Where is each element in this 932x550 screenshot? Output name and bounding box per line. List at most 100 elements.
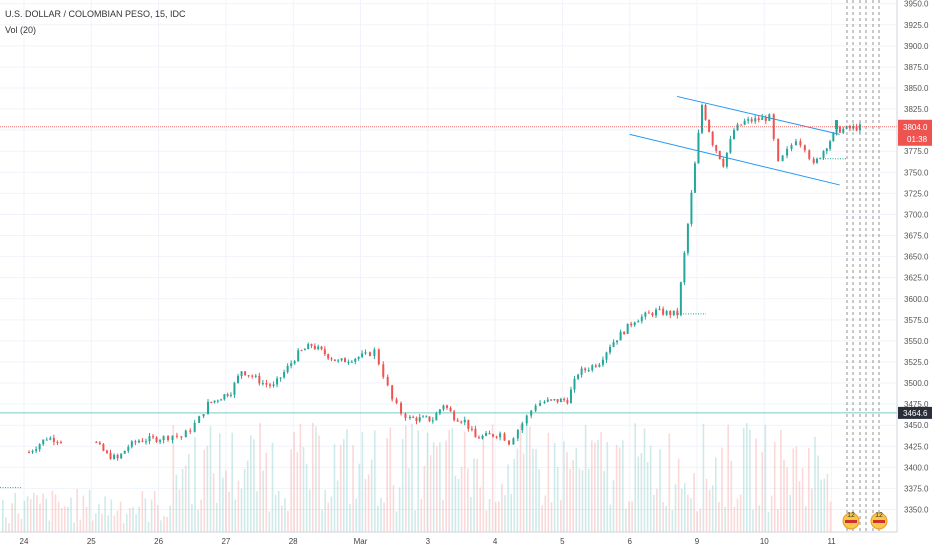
trend-channel[interactable] bbox=[629, 95, 840, 186]
candle-body bbox=[337, 360, 340, 362]
volume-bar bbox=[299, 423, 302, 532]
volume-bar bbox=[792, 448, 795, 532]
candle-body bbox=[412, 416, 415, 418]
candle-body bbox=[180, 436, 183, 438]
volume-bar bbox=[764, 424, 767, 532]
volume-bar bbox=[777, 509, 779, 532]
candle-body bbox=[116, 454, 119, 459]
volume-bar bbox=[801, 468, 804, 532]
volume-bar bbox=[436, 446, 438, 532]
volume-bar bbox=[687, 494, 689, 532]
volume-bar bbox=[73, 522, 75, 532]
volume-bar bbox=[811, 488, 813, 532]
candle-body bbox=[233, 382, 236, 395]
volume-bar bbox=[770, 495, 773, 532]
volume-bar bbox=[42, 493, 44, 532]
volume-bar bbox=[343, 439, 345, 532]
volume-bar bbox=[277, 490, 280, 532]
volume-bar bbox=[498, 501, 500, 532]
volume-bar bbox=[327, 502, 330, 532]
volume-bar bbox=[463, 431, 466, 532]
volume-bar bbox=[147, 521, 150, 532]
volume-bar bbox=[349, 503, 351, 532]
volume-bar bbox=[184, 465, 187, 532]
candle-body bbox=[559, 398, 562, 403]
volume-bar bbox=[749, 429, 751, 532]
candle-body bbox=[470, 428, 473, 430]
candle-body bbox=[237, 375, 240, 383]
candle-body bbox=[460, 421, 463, 423]
volume-bar bbox=[479, 487, 481, 532]
volume-bar bbox=[426, 432, 429, 532]
volume-bar bbox=[451, 427, 454, 532]
volume-bar bbox=[684, 483, 686, 532]
volume-bar bbox=[2, 499, 4, 532]
volume-bar bbox=[274, 495, 277, 532]
volume-bar bbox=[290, 449, 292, 532]
volume-bar bbox=[8, 523, 10, 532]
candle-body bbox=[333, 359, 336, 362]
volume-bar bbox=[504, 495, 506, 532]
volume-bar bbox=[197, 509, 199, 532]
candle-body bbox=[404, 413, 407, 419]
event-markers[interactable]: 12 12 bbox=[842, 512, 888, 530]
volume-bar bbox=[284, 498, 286, 532]
candle-body bbox=[530, 410, 533, 416]
candle-body bbox=[584, 368, 587, 371]
volume-bar bbox=[829, 501, 832, 532]
volume-bar bbox=[575, 448, 578, 532]
candle-body bbox=[184, 430, 187, 438]
volume-bar bbox=[417, 430, 419, 532]
candle-body bbox=[619, 331, 622, 341]
volume-bar bbox=[82, 495, 85, 532]
candle-body bbox=[45, 439, 48, 441]
volume-bar bbox=[246, 460, 249, 532]
volume-bar bbox=[361, 431, 364, 532]
volume-bar bbox=[370, 459, 373, 532]
volume-bar bbox=[733, 506, 736, 532]
volume-bar bbox=[680, 488, 683, 532]
candle-body bbox=[563, 398, 566, 401]
candle-body bbox=[220, 399, 223, 401]
y-tick-label: 3750.0 bbox=[904, 168, 929, 177]
volume-bar bbox=[572, 460, 574, 532]
volume-bar bbox=[33, 493, 35, 532]
candle-body bbox=[605, 352, 608, 360]
volume-bar bbox=[603, 470, 605, 532]
candle-body bbox=[708, 119, 711, 132]
x-tick-label: 25 bbox=[87, 537, 96, 546]
volume-bar bbox=[420, 499, 423, 532]
countdown-label: 01:38 bbox=[907, 135, 928, 144]
volume-bar bbox=[364, 479, 367, 532]
volume-bar bbox=[411, 423, 413, 532]
candle-body bbox=[276, 378, 279, 385]
volume-bar bbox=[736, 498, 739, 532]
volume-bar bbox=[795, 446, 798, 532]
volume-bar bbox=[330, 496, 333, 532]
volume-bar bbox=[178, 489, 181, 532]
level-badge bbox=[898, 406, 932, 419]
volume-bar bbox=[674, 484, 677, 532]
candle-body bbox=[768, 114, 771, 121]
volume-bar bbox=[553, 442, 556, 532]
candle-body bbox=[418, 417, 421, 422]
candle-body bbox=[167, 436, 170, 440]
volume-bar bbox=[445, 440, 447, 532]
volume-bar bbox=[172, 425, 175, 532]
volume-bar bbox=[271, 442, 274, 532]
volume-bar bbox=[460, 466, 463, 532]
volume-bar bbox=[507, 464, 509, 532]
candle-body bbox=[566, 400, 569, 404]
volume-bar bbox=[473, 458, 475, 532]
volume-bar bbox=[612, 480, 615, 532]
candle-body bbox=[495, 436, 498, 438]
x-tick-label: 9 bbox=[695, 537, 700, 546]
volume-bar bbox=[312, 422, 314, 532]
candle-body bbox=[175, 435, 178, 437]
volume-bar bbox=[191, 503, 193, 532]
volume-bar bbox=[727, 424, 729, 532]
volume-bar bbox=[51, 490, 54, 532]
volume-bar bbox=[67, 507, 69, 532]
volume-bar bbox=[525, 423, 528, 532]
